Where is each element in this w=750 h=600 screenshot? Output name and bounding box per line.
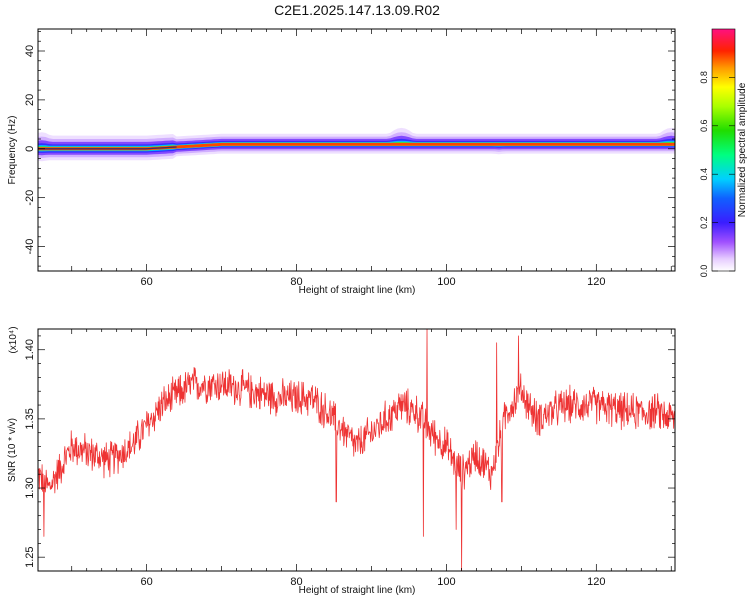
x-tick-label: 100 bbox=[437, 576, 455, 588]
y-tick-label: 40 bbox=[24, 45, 36, 57]
x-tick-label: 100 bbox=[437, 276, 455, 288]
x-tick-label: 120 bbox=[587, 576, 605, 588]
x-tick-label: 60 bbox=[141, 276, 153, 288]
spectrogram-panel: 60 80 100 120 -40 -20 0 20 40 Height of straight… bbox=[7, 28, 676, 296]
y-tick-label: 1.30 bbox=[24, 477, 36, 498]
y-tick-label: -40 bbox=[24, 239, 36, 255]
snr-x-axis-label: Height of straight line (km) bbox=[299, 585, 416, 596]
band-red-core bbox=[38, 142, 675, 151]
spectrogram-band bbox=[38, 127, 675, 162]
colorbar-gradient bbox=[712, 29, 735, 271]
colorbar-frame bbox=[711, 28, 736, 272]
snr-background bbox=[38, 329, 675, 571]
colorbar-tick-label: 0.6 bbox=[699, 120, 709, 133]
y-tick-label: 20 bbox=[24, 94, 36, 106]
y-tick-label: 1.35 bbox=[24, 408, 36, 429]
colorbar-tick-label: 0.0 bbox=[699, 265, 709, 278]
spectrogram-axes: 60 80 100 120 -40 -20 0 20 40 bbox=[24, 29, 675, 288]
colorbar-tick-label: 0.4 bbox=[699, 168, 709, 181]
snr-y-multiplier: (x10⁴) bbox=[8, 326, 19, 353]
x-tick-label: 120 bbox=[587, 276, 605, 288]
x-tick-label: 80 bbox=[290, 276, 302, 288]
colorbar: 0.0 0.2 0.4 0.6 0.8 Normalized spectral ampl… bbox=[699, 28, 748, 277]
y-tick-label: 0 bbox=[24, 146, 36, 152]
colorbar-label: Normalized spectral amplitude bbox=[737, 82, 748, 217]
snr-axes: 60 80 100 120 1.25 1.30 1.35 1.40 bbox=[24, 329, 675, 588]
colorbar-tick-label: 0.2 bbox=[699, 216, 709, 229]
colorbar-tick-label: 0.8 bbox=[699, 71, 709, 84]
band-center-line bbox=[38, 146, 177, 150]
spectrogram-x-axis-label: Height of straight line (km) bbox=[299, 285, 416, 296]
snr-series-line bbox=[38, 329, 675, 571]
snr-panel: 60 80 100 120 1.25 1.30 1.35 1.40 Height of str… bbox=[7, 326, 676, 596]
spectrogram-y-axis-label: Frequency (Hz) bbox=[7, 116, 18, 185]
y-tick-label: -20 bbox=[24, 190, 36, 206]
x-tick-label: 60 bbox=[141, 576, 153, 588]
snr-y-axis-label: SNR (10 * v/v) bbox=[7, 418, 18, 482]
x-tick-label: 80 bbox=[290, 576, 302, 588]
figure-title: C2E1.2025.147.13.09.R02 bbox=[274, 2, 440, 18]
y-tick-label: 1.25 bbox=[24, 546, 36, 567]
colorbar-ticks: 0.0 0.2 0.4 0.6 0.8 bbox=[699, 71, 735, 277]
y-tick-label: 1.40 bbox=[24, 339, 36, 360]
